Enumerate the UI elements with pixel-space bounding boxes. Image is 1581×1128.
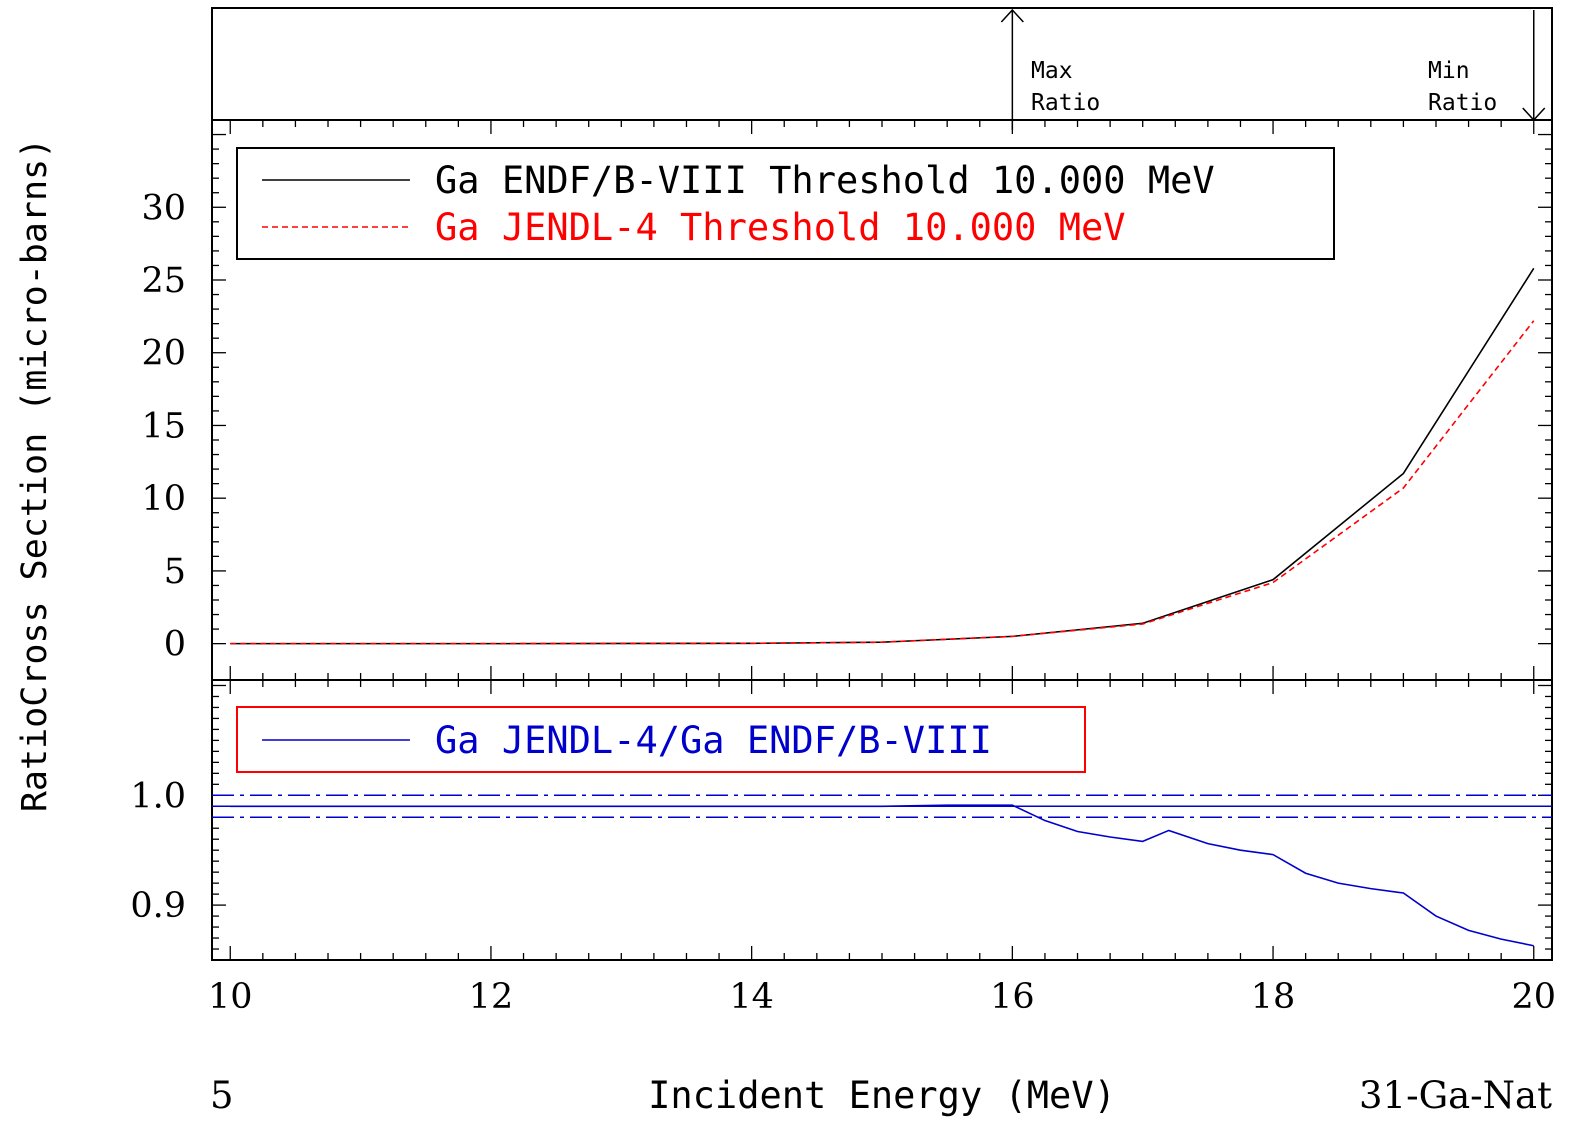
y-tick-label: 0: [164, 625, 186, 665]
max-ratio-label-line2: Ratio: [1031, 90, 1100, 116]
ratio-y-tick-label: 1.0: [130, 776, 186, 816]
y-tick-label: 20: [141, 334, 186, 374]
min-ratio-label-line1: Min: [1428, 58, 1470, 84]
x-axis-title: Incident Energy (MeV): [648, 1074, 1116, 1117]
x-tick-label: 12: [469, 977, 514, 1017]
x-tick-label: 16: [990, 977, 1035, 1017]
ratio-y-tick-label: 0.9: [130, 886, 186, 926]
legend-label-endf: Ga ENDF/B-VIII Threshold 10.000 MeV: [435, 159, 1215, 202]
max-ratio-label-line1: Max: [1031, 58, 1073, 84]
tick-labels: 0 5 10 15 20 25 30 0.9 1.0 10 12 14 16 18 20: [130, 188, 1556, 1017]
series-line-jendl: [230, 320, 1535, 645]
y-tick-label: 10: [141, 479, 186, 519]
footer-right-label: 31-Ga-Nat: [1359, 1074, 1552, 1117]
data-series: [230, 267, 1535, 947]
x-tick-label: 14: [729, 977, 774, 1017]
min-ratio-marker: Min Ratio: [1428, 10, 1546, 122]
x-tick-label: 18: [1251, 977, 1296, 1017]
y-axis-title: RatioCross Section (micro-barns): [15, 138, 55, 812]
cross-section-legend-box: [236, 147, 1335, 260]
min-ratio-label-line2: Ratio: [1428, 90, 1497, 116]
ratio-legend: Ga JENDL-4/Ga ENDF/B-VIII: [236, 706, 1086, 773]
marker-panel-frame: [211, 7, 1553, 121]
x-tick-label: 20: [1511, 977, 1556, 1017]
legend-label-ratio: Ga JENDL-4/Ga ENDF/B-VIII: [435, 719, 992, 762]
y-tick-label: 5: [164, 552, 186, 592]
y-tick-label: 15: [141, 406, 186, 446]
axis-ticks: [212, 120, 1552, 960]
legend-label-jendl: Ga JENDL-4 Threshold 10.000 MeV: [435, 206, 1126, 249]
footer-left-label: 5: [210, 1074, 234, 1117]
series-line-endf: [230, 267, 1535, 645]
y-tick-label: 30: [141, 188, 186, 228]
y-tick-label: 25: [141, 261, 186, 301]
cross-section-legend: Ga ENDF/B-VIII Threshold 10.000 MeV Ga J…: [236, 147, 1335, 260]
max-ratio-marker: Max Ratio: [1000, 8, 1100, 130]
series-line-ratio: [230, 804, 1534, 947]
x-tick-label: 10: [208, 977, 253, 1017]
